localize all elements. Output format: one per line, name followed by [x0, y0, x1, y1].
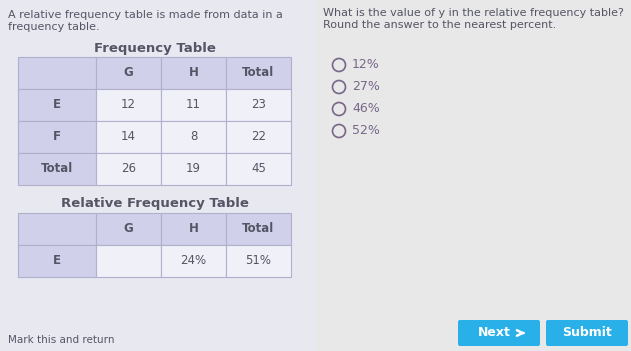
Bar	[161, 89, 226, 121]
Text: E: E	[53, 254, 61, 267]
FancyBboxPatch shape	[546, 320, 628, 346]
Bar	[226, 89, 291, 121]
Bar	[226, 153, 291, 185]
Text: 51%: 51%	[245, 254, 271, 267]
Text: H: H	[189, 223, 198, 236]
Text: 12: 12	[121, 99, 136, 112]
Bar	[96, 57, 161, 89]
Bar	[18, 213, 96, 245]
Text: Relative Frequency Table: Relative Frequency Table	[61, 197, 249, 210]
Bar	[226, 57, 291, 89]
Text: G: G	[124, 223, 133, 236]
Text: F: F	[53, 131, 61, 144]
Text: Total: Total	[41, 163, 73, 176]
Text: 26: 26	[121, 163, 136, 176]
Bar	[161, 57, 226, 89]
Bar	[96, 213, 161, 245]
Text: E: E	[53, 99, 61, 112]
Text: 27%: 27%	[352, 80, 380, 93]
Text: 23: 23	[251, 99, 266, 112]
Text: 52%: 52%	[352, 125, 380, 138]
Text: Next: Next	[478, 326, 510, 339]
Text: Submit: Submit	[562, 326, 612, 339]
Text: 8: 8	[190, 131, 197, 144]
Text: 19: 19	[186, 163, 201, 176]
Text: H: H	[189, 66, 198, 79]
Bar	[18, 245, 96, 277]
Text: 14: 14	[121, 131, 136, 144]
Bar	[96, 153, 161, 185]
Text: 11: 11	[186, 99, 201, 112]
Bar	[96, 121, 161, 153]
Bar	[161, 245, 226, 277]
Bar	[96, 245, 161, 277]
Text: Frequency Table: Frequency Table	[94, 42, 216, 55]
Text: A relative frequency table is made from data in a: A relative frequency table is made from …	[8, 10, 283, 20]
Bar	[161, 153, 226, 185]
Bar	[18, 121, 96, 153]
Bar	[226, 121, 291, 153]
Text: 22: 22	[251, 131, 266, 144]
Text: What is the value of y in the relative frequency table?: What is the value of y in the relative f…	[323, 8, 624, 18]
Bar	[315, 0, 631, 351]
Text: 24%: 24%	[180, 254, 206, 267]
FancyBboxPatch shape	[458, 320, 540, 346]
Text: Mark this and return: Mark this and return	[8, 335, 114, 345]
Bar	[161, 121, 226, 153]
Bar	[161, 213, 226, 245]
Text: G: G	[124, 66, 133, 79]
Bar	[18, 57, 96, 89]
Text: Round the answer to the nearest percent.: Round the answer to the nearest percent.	[323, 20, 557, 30]
Text: 12%: 12%	[352, 59, 380, 72]
Bar	[18, 153, 96, 185]
Bar	[226, 213, 291, 245]
Text: 46%: 46%	[352, 102, 380, 115]
Bar	[226, 245, 291, 277]
Bar	[18, 89, 96, 121]
Text: Total: Total	[242, 66, 274, 79]
Text: frequency table.: frequency table.	[8, 22, 100, 32]
Text: Total: Total	[242, 223, 274, 236]
Text: 45: 45	[251, 163, 266, 176]
Bar	[96, 89, 161, 121]
